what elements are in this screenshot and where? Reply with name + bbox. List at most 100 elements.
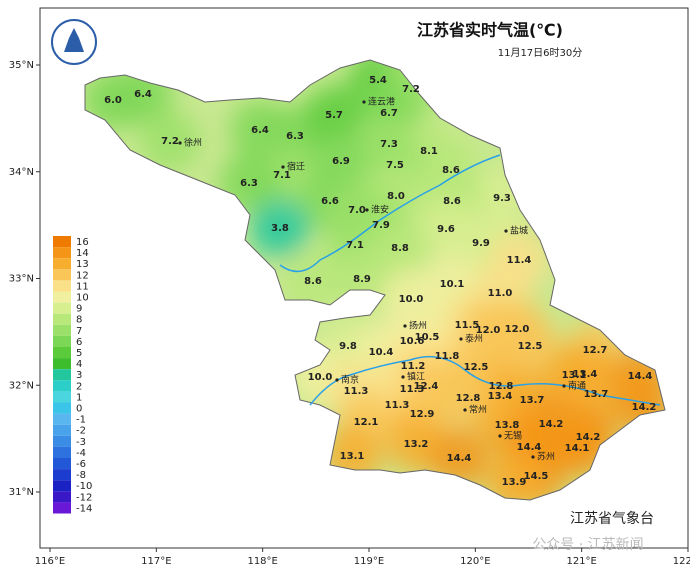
station-value: 3.8 bbox=[271, 223, 289, 234]
station-value: 5.7 bbox=[325, 110, 343, 121]
station-value: 7.9 bbox=[372, 220, 390, 231]
city-name: 镇江 bbox=[407, 371, 425, 383]
station-value: 12.8 bbox=[456, 393, 481, 404]
legend-label: 1 bbox=[76, 392, 82, 403]
station-value: 9.9 bbox=[472, 238, 490, 249]
legend-swatch bbox=[53, 480, 71, 492]
station-value: 6.6 bbox=[321, 196, 339, 207]
legend-label: 2 bbox=[76, 381, 82, 392]
canal bbox=[279, 154, 501, 273]
station-value: 9.3 bbox=[493, 193, 511, 204]
legend-swatch bbox=[53, 446, 71, 458]
station-value: 7.2 bbox=[161, 136, 179, 147]
y-tick-label: 35°N bbox=[9, 60, 34, 71]
legend-label: 4 bbox=[76, 359, 82, 370]
station-value: 9.6 bbox=[437, 224, 455, 235]
city-name: 无锡 bbox=[504, 431, 522, 442]
station-value: 8.6 bbox=[304, 276, 322, 287]
city-dot bbox=[459, 337, 463, 341]
city-dot bbox=[178, 141, 182, 145]
station-value: 10.6 bbox=[400, 336, 425, 347]
legend-label: -1 bbox=[76, 415, 86, 426]
city-dot bbox=[562, 384, 566, 388]
station-value: 8.9 bbox=[353, 274, 371, 285]
legend-swatch bbox=[53, 269, 71, 281]
legend-label: 7 bbox=[76, 326, 82, 337]
city-name: 泰州 bbox=[465, 333, 483, 345]
station-value: 12.0 bbox=[476, 325, 501, 336]
legend-swatch bbox=[53, 280, 71, 292]
station-value: 8.6 bbox=[443, 196, 461, 207]
y-tick-label: 34°N bbox=[9, 167, 34, 178]
legend-label: 10 bbox=[76, 293, 89, 304]
legend-swatch bbox=[53, 380, 71, 392]
x-tick-label: 119°E bbox=[354, 556, 384, 567]
station-value: 7.1 bbox=[273, 170, 291, 181]
legend-label: 12 bbox=[76, 270, 89, 281]
legend-swatch bbox=[53, 302, 71, 314]
station-value: 14.2 bbox=[632, 402, 657, 413]
legend-label: 13 bbox=[76, 259, 89, 270]
city-dot bbox=[335, 378, 339, 382]
station-value: 10.4 bbox=[369, 347, 394, 358]
legend-label: 3 bbox=[76, 370, 82, 381]
legend-label: -14 bbox=[76, 503, 92, 514]
legend-label: 0 bbox=[76, 404, 82, 415]
legend-label: 11 bbox=[76, 281, 89, 292]
y-tick-label: 32°N bbox=[9, 380, 34, 391]
city-dot bbox=[463, 408, 467, 412]
station-value: 12.5 bbox=[464, 362, 489, 373]
city-dot bbox=[531, 455, 535, 459]
station-value: 11.3 bbox=[400, 384, 425, 395]
station-value: 12.9 bbox=[410, 409, 435, 420]
city-name: 淮安 bbox=[371, 204, 389, 216]
legend-label: -12 bbox=[76, 492, 92, 503]
station-value: 8.1 bbox=[420, 146, 438, 157]
station-value: 14.5 bbox=[524, 471, 549, 482]
legend-swatch bbox=[53, 435, 71, 447]
city-name: 盐城 bbox=[510, 225, 528, 237]
legend-label: 8 bbox=[76, 315, 82, 326]
x-tick-label: 117°E bbox=[141, 556, 171, 567]
city-dot bbox=[401, 375, 405, 379]
legend-swatch bbox=[53, 424, 71, 436]
station-value: 11.3 bbox=[385, 400, 410, 411]
legend-swatch bbox=[53, 358, 71, 370]
legend-label: -6 bbox=[76, 459, 86, 470]
legend-swatch bbox=[53, 236, 71, 248]
station-value: 8.0 bbox=[387, 191, 405, 202]
city-dot bbox=[365, 208, 369, 212]
station-value: 13.2 bbox=[404, 439, 429, 450]
station-value: 11.8 bbox=[435, 351, 460, 362]
station-value: 7.1 bbox=[346, 240, 364, 251]
legend-swatch bbox=[53, 291, 71, 303]
legend-label: -4 bbox=[76, 448, 86, 459]
station-value: 8.8 bbox=[391, 243, 409, 254]
station-value: 14.2 bbox=[539, 419, 564, 430]
station-value: 6.0 bbox=[104, 95, 122, 106]
city-dot bbox=[403, 324, 407, 328]
city-name: 扬州 bbox=[409, 320, 427, 332]
station-value: 7.5 bbox=[386, 160, 404, 171]
station-value: 13.1 bbox=[340, 451, 365, 462]
station-value: 7.3 bbox=[380, 139, 398, 150]
temperature-blob bbox=[140, 111, 200, 171]
station-value: 6.4 bbox=[251, 125, 269, 136]
station-value: 11.0 bbox=[488, 288, 513, 299]
station-value: 13.4 bbox=[488, 391, 513, 402]
x-tick-label: 116°E bbox=[35, 556, 65, 567]
city-name: 徐州 bbox=[184, 137, 202, 149]
station-value: 6.4 bbox=[134, 89, 152, 100]
station-value: 6.7 bbox=[380, 108, 398, 119]
station-value: 13.9 bbox=[502, 477, 527, 488]
x-tick-label: 120°E bbox=[460, 556, 490, 567]
city-name: 连云港 bbox=[368, 96, 395, 108]
legend-swatch bbox=[53, 247, 71, 259]
station-value: 11.5 bbox=[455, 320, 480, 331]
station-value: 6.3 bbox=[240, 178, 258, 189]
overlay: 116°E 117°E 118°E 119°E 120°E 121°E 122°E 35°N 3… bbox=[9, 60, 690, 567]
station-value: 12.4 bbox=[414, 381, 439, 392]
legend-label: -2 bbox=[76, 426, 86, 437]
legend-label: 14 bbox=[76, 248, 89, 259]
